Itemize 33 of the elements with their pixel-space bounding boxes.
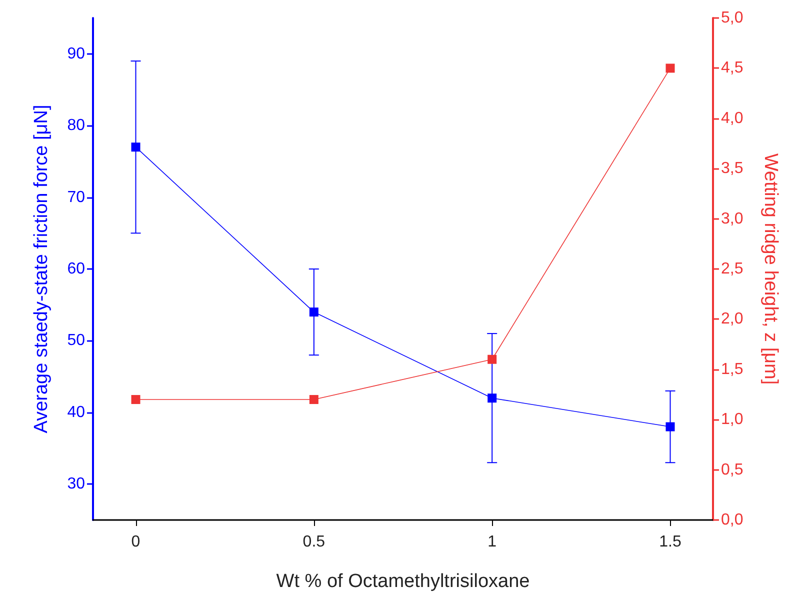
y-tick-label: 80 (67, 117, 86, 134)
x-tick-label: 1 (488, 534, 497, 550)
point (131, 395, 140, 404)
x-tick-label: 0.5 (302, 534, 326, 550)
point (131, 142, 140, 152)
y2-tick-label: 1,0 (721, 411, 744, 428)
x-tick-label: 0 (131, 534, 140, 550)
x-axis-title: Wt % of Octamethyltrisiloxane (276, 571, 530, 592)
y-tick-label: 40 (67, 404, 86, 421)
y2-tick-label: 2,5 (721, 260, 744, 278)
y-tick-label: 60 (67, 260, 86, 278)
point (309, 308, 318, 317)
y2-tick-label: 4,5 (721, 60, 744, 77)
y2-tick-label: 2,0 (721, 310, 744, 328)
y2-tick-label: 0,0 (721, 512, 744, 528)
point (666, 64, 675, 73)
y2-tick-label: 0,5 (721, 461, 744, 478)
point (488, 394, 497, 403)
y2-tick-label: 3,5 (721, 160, 744, 178)
point (309, 395, 318, 404)
y-tick-label: 70 (67, 188, 86, 206)
y-tick-label: 90 (67, 45, 86, 62)
y-tick-label: 30 (67, 476, 86, 493)
y2-axis-title: Wetting ridge height, z [μm] (760, 153, 781, 385)
y-axis-title: Average staedy-state friction force [μN] (31, 104, 52, 434)
y2-tick-label: 5,0 (721, 10, 744, 26)
y2-tick-label: 4,0 (721, 110, 744, 127)
y2-tick-label: 3,0 (721, 210, 744, 228)
point (488, 354, 497, 364)
x-tick-label: 1.5 (659, 534, 682, 550)
y-tick-label: 50 (67, 332, 86, 350)
y2-tick-label: 1,5 (721, 360, 744, 378)
point (666, 422, 675, 432)
